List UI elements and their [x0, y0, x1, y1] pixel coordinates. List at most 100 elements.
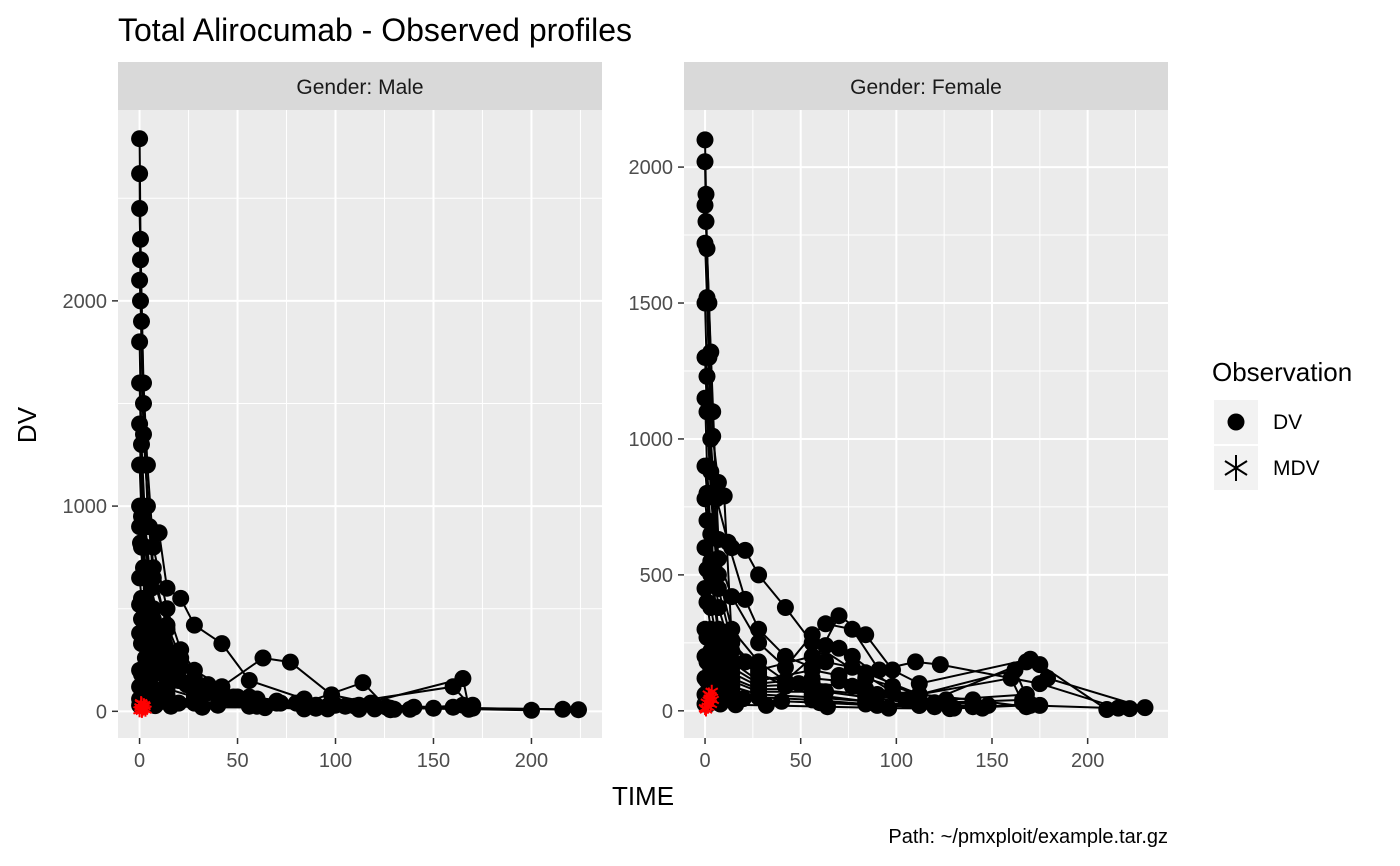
dv-point — [727, 696, 745, 714]
dv-point — [973, 699, 991, 717]
dv-point — [133, 312, 150, 330]
dv-point — [150, 524, 168, 542]
legend-key-mdv-asterisk — [1224, 455, 1248, 481]
dv-point — [336, 697, 354, 715]
dv-point — [790, 675, 808, 693]
dv-point — [172, 641, 190, 659]
dv-point — [696, 234, 714, 252]
dv-point — [131, 456, 149, 474]
dv-point — [401, 700, 419, 718]
dv-point — [830, 607, 848, 625]
dv-point — [931, 656, 949, 674]
panel-strip — [118, 62, 602, 110]
dv-point — [696, 580, 714, 597]
dv-point — [132, 230, 149, 248]
dv-point — [698, 367, 716, 385]
dv-point — [131, 130, 149, 148]
dv-point — [444, 678, 462, 696]
legend-label-dv: DV — [1273, 411, 1302, 434]
mdv-point — [703, 688, 717, 703]
dv-point — [696, 539, 714, 557]
dv-point — [698, 512, 716, 529]
dv-point — [133, 610, 150, 628]
dv-point — [1109, 699, 1127, 717]
panel-background — [118, 110, 602, 738]
dv-point — [830, 639, 848, 657]
dv-point — [158, 579, 176, 597]
dv-point — [350, 700, 368, 718]
legend-label-mdv: MDV — [1273, 457, 1320, 480]
dv-point — [131, 415, 149, 433]
dv-point — [193, 698, 211, 716]
dv-point — [941, 700, 959, 718]
x-tick-label: 150 — [417, 750, 450, 772]
dv-point — [757, 696, 775, 714]
x-tick-label: 50 — [226, 750, 248, 772]
dv-point — [817, 653, 835, 671]
y-tick-label: 1500 — [629, 293, 674, 315]
dv-point — [213, 635, 231, 653]
y-tick-label: 0 — [96, 701, 107, 723]
dv-point — [884, 661, 901, 679]
dv-point — [698, 403, 716, 421]
dv-point — [696, 348, 714, 366]
x-tick-label: 100 — [319, 750, 352, 772]
dv-point — [158, 600, 176, 618]
dv-point — [1017, 696, 1035, 714]
dv-point — [773, 692, 791, 710]
dv-point — [884, 683, 901, 701]
dv-point — [843, 620, 861, 638]
dv-point — [776, 672, 794, 690]
dv-point — [464, 696, 482, 714]
dv-point — [272, 694, 290, 712]
dv-point — [776, 658, 794, 676]
dv-point — [702, 525, 720, 543]
dv-point — [240, 672, 258, 689]
dv-point — [133, 436, 150, 453]
dv-point — [225, 688, 243, 706]
x-axis-title: TIME — [612, 781, 674, 811]
dv-point — [736, 541, 754, 559]
mdv-point — [699, 702, 713, 717]
x-tick-label: 50 — [790, 750, 812, 772]
dv-point — [736, 653, 754, 671]
y-tick-label: 2000 — [629, 157, 674, 179]
dv-point — [696, 294, 714, 312]
dv-point — [750, 566, 768, 584]
dv-point — [776, 599, 794, 616]
dv-point — [696, 490, 714, 508]
y-axis-title: DV — [12, 406, 42, 443]
dv-point — [817, 615, 835, 633]
dv-point — [719, 533, 737, 551]
dv-point — [133, 635, 150, 653]
x-tick-label: 0 — [134, 750, 145, 772]
dv-point — [1002, 669, 1020, 687]
y-tick-label: 500 — [640, 565, 673, 587]
dv-point — [554, 700, 572, 718]
dv-point — [880, 699, 898, 717]
dv-point — [697, 213, 715, 230]
dv-point — [131, 333, 149, 351]
dv-point — [199, 684, 217, 702]
dv-point — [185, 616, 203, 634]
dv-point — [425, 699, 442, 717]
dv-point — [698, 593, 716, 611]
chart-caption: Path: ~/pmxploit/example.tar.gz — [888, 826, 1168, 848]
dv-point — [281, 653, 299, 671]
dv-point — [702, 430, 720, 448]
dv-point — [897, 691, 915, 709]
legend-key-dv-circle — [1227, 413, 1245, 431]
dv-point — [736, 590, 754, 608]
dv-point — [256, 699, 274, 717]
x-tick-label: 100 — [880, 750, 913, 772]
dv-point — [209, 696, 227, 714]
dv-point — [709, 580, 727, 597]
dv-point — [926, 698, 944, 716]
dv-point — [132, 534, 149, 552]
dv-point — [135, 395, 152, 412]
dv-point — [803, 647, 821, 665]
legend-title: Observation — [1212, 357, 1352, 387]
dv-point — [843, 658, 861, 676]
